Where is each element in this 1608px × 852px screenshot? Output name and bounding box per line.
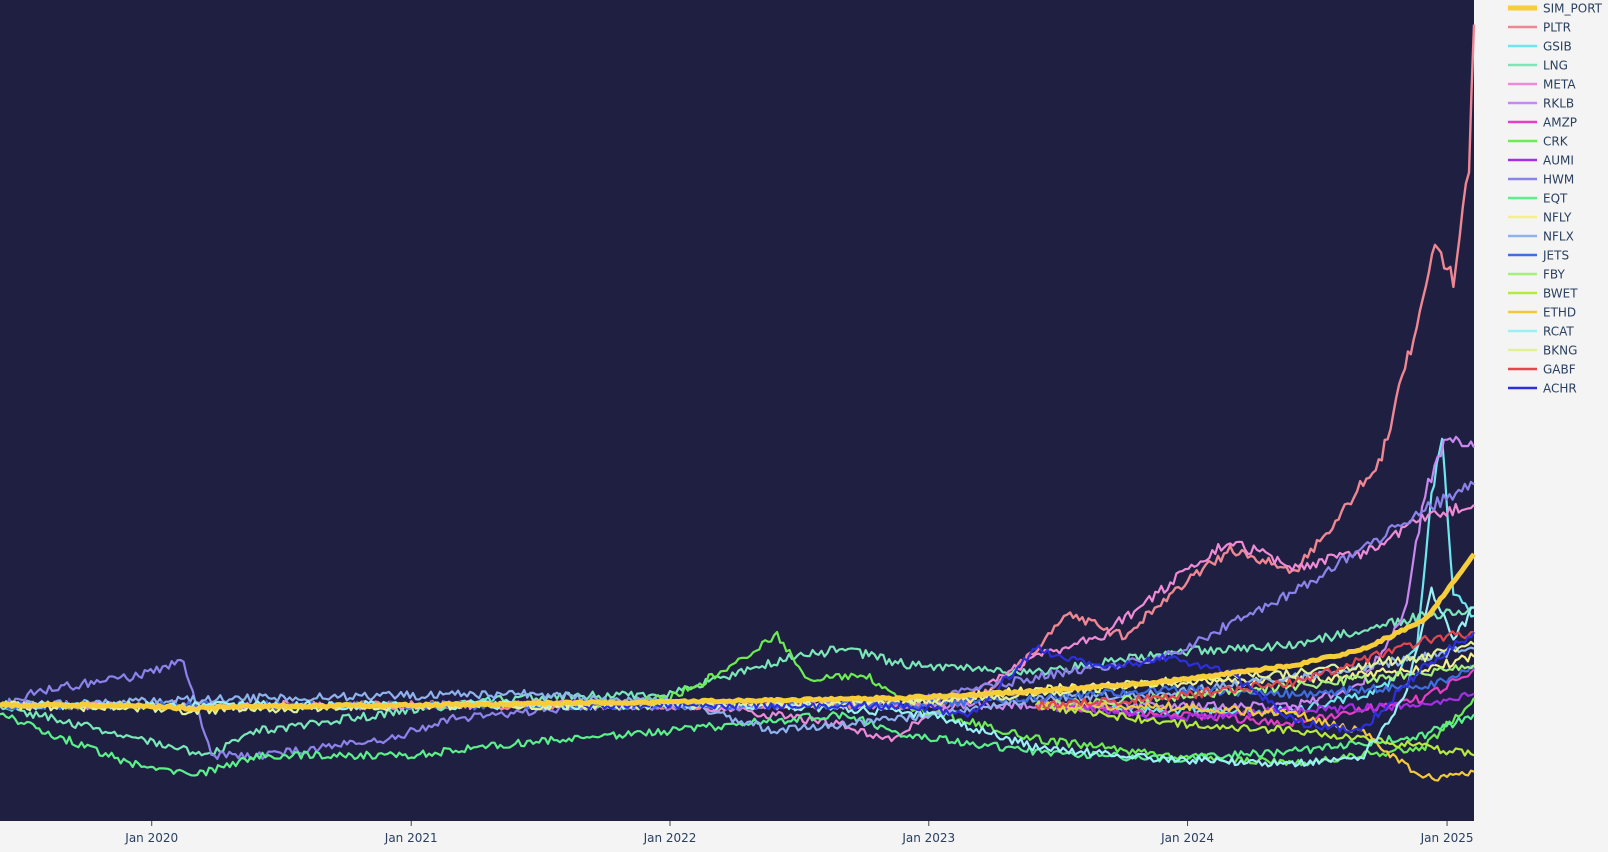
x-tick-label: Jan 2021: [384, 831, 438, 845]
series-line-crk[interactable]: [582, 630, 1475, 767]
legend-label: CRK: [1543, 135, 1569, 149]
legend-item-meta[interactable]: META: [1508, 78, 1576, 92]
legend-item-fby[interactable]: FBY: [1508, 268, 1565, 282]
legend-item-eqt[interactable]: EQT: [1508, 192, 1568, 206]
legend-label: ETHD: [1543, 306, 1576, 320]
legend-item-aumi[interactable]: AUMI: [1508, 154, 1574, 168]
series-line-ethd[interactable]: [1034, 701, 1475, 782]
series-line-achr[interactable]: [583, 631, 1475, 733]
plot-area: [0, 0, 1474, 821]
legend-label: BWET: [1543, 287, 1578, 301]
legend-item-sim-port[interactable]: SIM_PORT: [1508, 2, 1603, 16]
legend-item-jets[interactable]: JETS: [1508, 249, 1569, 263]
legend-label: PLTR: [1543, 21, 1571, 35]
x-tick-label: Jan 2023: [901, 831, 955, 845]
legend-item-lng[interactable]: LNG: [1508, 59, 1568, 73]
legend-item-ethd[interactable]: ETHD: [1508, 306, 1576, 320]
legend-item-bkng[interactable]: BKNG: [1508, 344, 1577, 358]
series-line-hwm[interactable]: [0, 480, 1475, 760]
legend-label: GABF: [1543, 363, 1576, 377]
legend-item-crk[interactable]: CRK: [1508, 135, 1569, 149]
legend-item-nflx[interactable]: NFLX: [1508, 230, 1574, 244]
legend-item-bwet[interactable]: BWET: [1508, 287, 1578, 301]
x-tick-label: Jan 2022: [643, 831, 697, 845]
legend-item-rklb[interactable]: RKLB: [1508, 97, 1574, 111]
legend-label: BKNG: [1543, 344, 1577, 358]
legend-item-gsib[interactable]: GSIB: [1508, 40, 1572, 54]
series-line-lng[interactable]: [0, 606, 1475, 757]
x-axis: Jan 2020 Jan 2021 Jan 2022 Jan 2023 Jan 2024…: [124, 821, 1473, 845]
legend-item-nfly[interactable]: NFLY: [1508, 211, 1572, 225]
legend-item-hwm[interactable]: HWM: [1508, 173, 1574, 187]
legend-label: SIM_PORT: [1543, 2, 1603, 16]
legend-label: RKLB: [1543, 97, 1574, 111]
legend-label: JETS: [1542, 249, 1569, 263]
series-line-bwet[interactable]: [1034, 700, 1475, 757]
x-tick-label: Jan 2020: [124, 831, 178, 845]
series-line-sim-port[interactable]: [0, 552, 1476, 712]
legend-label: NFLX: [1543, 230, 1574, 244]
legend-item-gabf[interactable]: GABF: [1508, 363, 1576, 377]
legend-label: AMZP: [1543, 116, 1577, 130]
series-lines: [0, 24, 1476, 782]
legend-label: HWM: [1543, 173, 1574, 187]
series-line-eqt[interactable]: [0, 711, 1475, 777]
legend-label: EQT: [1543, 192, 1568, 206]
x-tick-label: Jan 2025: [1420, 831, 1474, 845]
legend-item-pltr[interactable]: PLTR: [1508, 21, 1571, 35]
legend-label: LNG: [1543, 59, 1568, 73]
legend-label: FBY: [1543, 268, 1565, 282]
legend-label: AUMI: [1543, 154, 1574, 168]
legend-item-amzp[interactable]: AMZP: [1508, 116, 1577, 130]
legend-label: RCAT: [1543, 325, 1574, 339]
legend-item-achr[interactable]: ACHR: [1508, 382, 1577, 396]
legend-label: ACHR: [1543, 382, 1577, 396]
series-line-aumi[interactable]: [1034, 691, 1475, 722]
series-line-fby[interactable]: [1035, 664, 1475, 710]
x-tick-label: Jan 2024: [1160, 831, 1214, 845]
legend-label: META: [1543, 78, 1576, 92]
legend[interactable]: SIM_PORT PLTR GSIB LNG META RKLB AMZP CRK AUMI HW…: [1508, 2, 1603, 396]
series-line-gabf[interactable]: [1034, 630, 1474, 711]
legend-label: NFLY: [1543, 211, 1572, 225]
legend-item-rcat[interactable]: RCAT: [1508, 325, 1574, 339]
legend-label: GSIB: [1543, 40, 1572, 54]
